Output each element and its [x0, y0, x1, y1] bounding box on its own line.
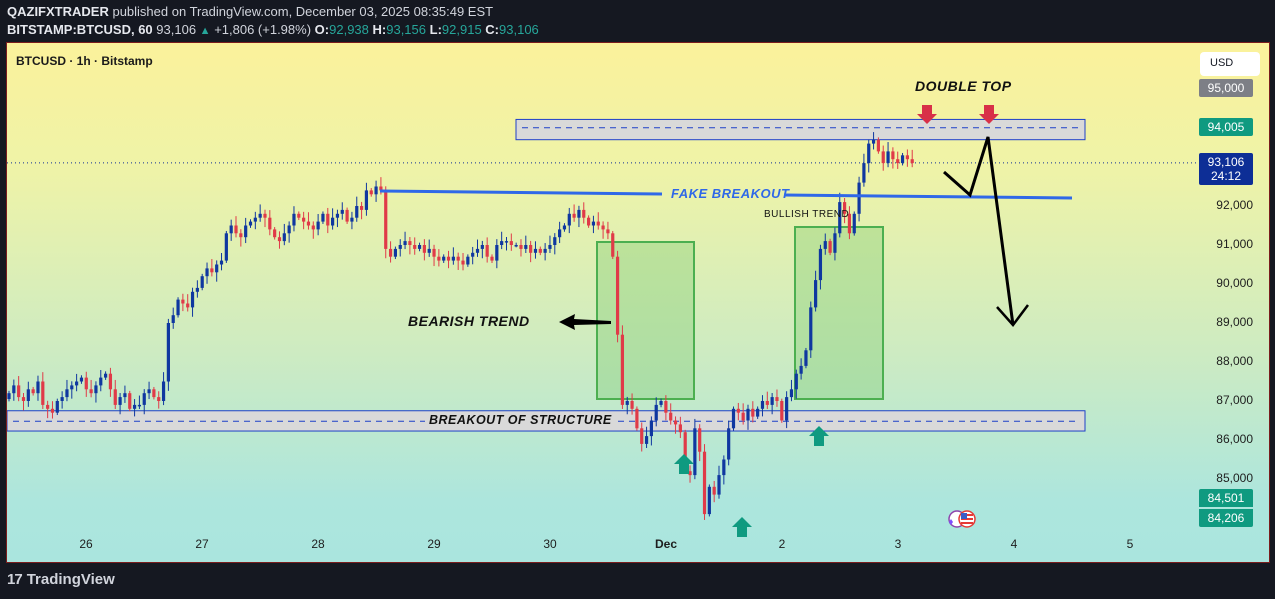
date-tick: 28	[311, 537, 325, 551]
open-value: 92,938	[329, 22, 369, 37]
breakout-of-structure-label: BREAKOUT OF STRUCTURE	[425, 413, 616, 427]
publisher-name: QAZIFXTRADER	[7, 4, 109, 19]
green-up-arrow-icon	[732, 517, 752, 527]
price-tick: 88,000	[1216, 354, 1253, 368]
last-price: 93,106	[156, 22, 197, 37]
tradingview-logo[interactable]: 17 TradingView	[7, 571, 115, 588]
high-label: H:	[372, 22, 387, 37]
red-down-arrow-icon	[917, 114, 937, 124]
date-tick: 4	[1010, 537, 1018, 551]
tradingview-mark-icon: 17	[7, 571, 23, 588]
fake-breakout-label: FAKE BREAKOUT	[671, 186, 790, 201]
chart-canvas[interactable]	[7, 43, 1270, 563]
price-badge: 93,106 24:12	[1199, 153, 1253, 185]
projection-path	[943, 136, 1015, 326]
date-tick: 2	[778, 537, 786, 551]
price-tick: 87,000	[1216, 393, 1253, 407]
price-badge: 84,501	[1199, 489, 1253, 507]
close-label: C:	[485, 22, 500, 37]
date-tick: 3	[894, 537, 902, 551]
price-tick: 86,000	[1216, 432, 1253, 446]
price-tick: 89,000	[1216, 315, 1253, 329]
high-value: 93,156	[386, 22, 426, 37]
bearish-trend-label: BEARISH TREND	[408, 313, 530, 329]
bearish-arrow-icon	[559, 314, 611, 330]
price-tick: 92,000	[1216, 198, 1253, 212]
date-tick: 5	[1126, 537, 1134, 551]
date-tick: Dec	[654, 537, 678, 551]
symbol-full: BITSTAMP:BTCUSD, 60	[7, 22, 153, 37]
fake-breakout-line[interactable]	[379, 189, 663, 196]
events-icon[interactable]	[943, 508, 983, 530]
date-tick: 29	[427, 537, 441, 551]
red-down-arrow-icon	[979, 114, 999, 124]
price-tick: 85,000	[1216, 471, 1253, 485]
price-tick: 90,000	[1216, 276, 1253, 290]
price-badge: 95,000	[1199, 79, 1253, 97]
price-tick: 91,000	[1216, 237, 1253, 251]
green-up-arrow-icon	[809, 426, 829, 436]
green-up-arrow-icon	[674, 454, 694, 464]
price-badge: 94,005	[1199, 118, 1253, 136]
symbol-info-bar: BITSTAMP:BTCUSD, 60 93,106 ▲ +1,806 (+1.…	[7, 22, 539, 37]
publish-text: published on TradingView.com, December 0…	[112, 4, 494, 19]
currency-button[interactable]: USD	[1200, 52, 1260, 76]
chart-area[interactable]: BTCUSD · 1h · Bitstamp DOUBLE TOP FAKE B…	[6, 42, 1270, 563]
tradingview-brand: TradingView	[26, 571, 115, 588]
bearish-trend-box[interactable]	[596, 241, 695, 400]
price-badge: 84,206	[1199, 509, 1253, 527]
date-tick: 30	[543, 537, 557, 551]
double-top-label: DOUBLE TOP	[915, 78, 1012, 94]
publish-info: QAZIFXTRADER published on TradingView.co…	[7, 4, 493, 19]
close-value: 93,106	[499, 22, 539, 37]
low-label: L:	[429, 22, 442, 37]
date-tick: 27	[195, 537, 209, 551]
open-label: O:	[314, 22, 330, 37]
bullish-trend-label: BULLISH TREND	[764, 209, 850, 220]
low-value: 92,915	[441, 22, 482, 37]
change-up-icon: ▲	[199, 25, 211, 37]
price-change: +1,806 (+1.98%)	[214, 22, 312, 37]
date-tick: 26	[79, 537, 93, 551]
resistance-zone[interactable]	[515, 118, 1086, 141]
chart-symbol-label: BTCUSD · 1h · Bitstamp	[16, 54, 153, 68]
bullish-trend-box[interactable]	[794, 226, 884, 400]
